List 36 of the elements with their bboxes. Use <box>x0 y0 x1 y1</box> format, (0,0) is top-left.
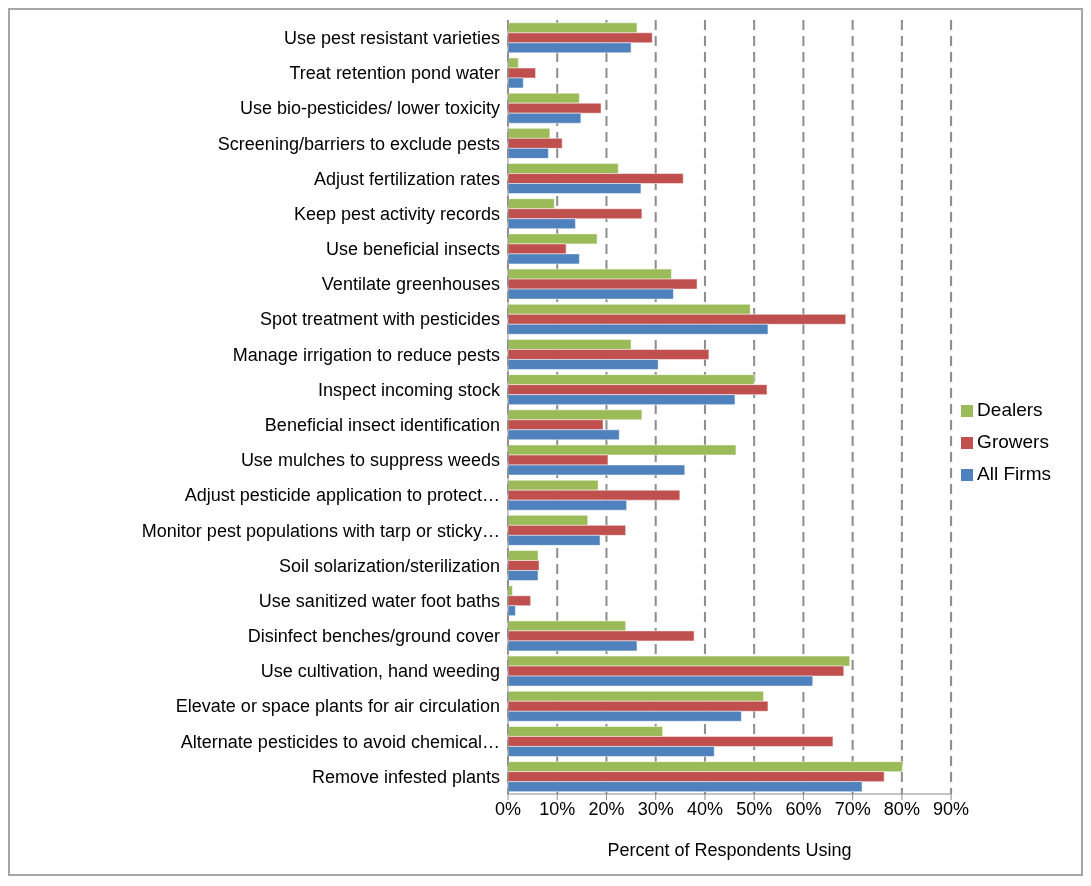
x-tick-label: 80% <box>883 798 920 819</box>
y-tick-label: Elevate or space plants for air circulation <box>175 696 500 717</box>
legend-label: All Firms <box>977 463 1051 484</box>
y-tick-label: Alternate pesticides to avoid chemical… <box>180 731 500 752</box>
y-tick-label: Soil solarization/sterilization <box>278 555 500 576</box>
legend-label: Growers <box>977 431 1049 452</box>
y-tick-label: Beneficial insect identification <box>264 414 500 435</box>
y-tick-label: Monitor pest populations with tarp or sticky… <box>141 520 500 541</box>
y-tick-label: Use bio-pesticides/ lower toxicity <box>239 98 500 119</box>
x-tick-label: 30% <box>637 798 674 819</box>
y-tick-label: Manage irrigation to reduce pests <box>232 344 500 365</box>
y-tick-label: Disinfect benches/ground cover <box>247 626 501 647</box>
y-tick-label: Treat retention pond water <box>289 63 500 84</box>
x-tick-label: 50% <box>736 798 773 819</box>
x-tick-label: 0% <box>494 798 522 819</box>
y-tick-label: Use mulches to suppress weeds <box>240 450 500 471</box>
y-tick-label: Adjust pesticide application to protect… <box>184 485 500 506</box>
x-tick-label: 40% <box>686 798 723 819</box>
x-tick-label: 70% <box>834 798 871 819</box>
y-tick-label: Use cultivation, hand weeding <box>260 661 500 682</box>
x-axis-title: Percent of Respondents Using <box>607 840 852 860</box>
y-tick-label: Use sanitized water foot baths <box>258 590 500 611</box>
y-tick-label: Screening/barriers to exclude pests <box>217 133 500 154</box>
y-tick-label: Remove infested plants <box>311 766 500 787</box>
y-tick-label: Ventilate greenhouses <box>321 274 500 295</box>
y-tick-label: Adjust fertilization rates <box>313 168 500 189</box>
y-tick-label: Spot treatment with pesticides <box>259 309 500 330</box>
y-tick-label: Use beneficial insects <box>325 239 500 260</box>
x-tick-label: 90% <box>933 798 970 819</box>
y-tick-label: Use pest resistant varieties <box>283 27 500 48</box>
legend-label: Dealers <box>977 399 1043 420</box>
y-tick-label: Keep pest activity records <box>293 203 500 224</box>
x-tick-label: 20% <box>588 798 625 819</box>
x-tick-label: 60% <box>785 798 822 819</box>
x-tick-label: 10% <box>539 798 576 819</box>
y-tick-label: Inspect incoming stock <box>317 379 501 400</box>
